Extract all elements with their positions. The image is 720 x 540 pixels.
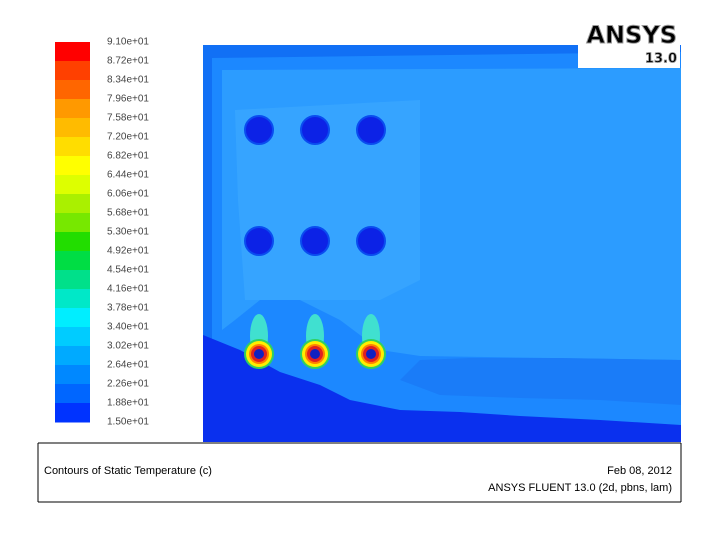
heated-cylinder (300, 314, 330, 369)
colorbar-band (55, 156, 90, 176)
logo-brand: ANSYS (586, 21, 677, 49)
colorbar-band (55, 403, 90, 423)
colorbar-band (55, 80, 90, 100)
colorbar-label: 8.34e+01 (107, 75, 149, 86)
colorbar-band (55, 327, 90, 347)
colorbar-band (55, 137, 90, 157)
cold-region (203, 335, 681, 442)
colorbar-band (55, 42, 90, 62)
colorbar-label: 9.10e+01 (107, 37, 149, 48)
colorbar-label: 3.40e+01 (107, 322, 149, 333)
colorbar-label: 3.78e+01 (107, 303, 149, 314)
colorbar-label: 1.50e+01 (107, 417, 149, 428)
colorbar-band (55, 118, 90, 138)
heated-cylinder (244, 314, 274, 369)
colorbar-label: 2.64e+01 (107, 360, 149, 371)
colorbar-band (55, 289, 90, 309)
colorbar-label: 3.02e+01 (107, 341, 149, 352)
colorbar-band (55, 99, 90, 119)
colorbar-label: 6.44e+01 (107, 170, 149, 181)
colorbar-band (55, 384, 90, 404)
colorbar-band (55, 213, 90, 233)
colorbar-label: 5.68e+01 (107, 208, 149, 219)
colorbar-label: 1.88e+01 (107, 398, 149, 409)
field-region (400, 358, 681, 405)
colorbar-label: 7.96e+01 (107, 94, 149, 105)
colorbar-label: 6.82e+01 (107, 151, 149, 162)
contour-field (203, 45, 681, 442)
logo-version: 13.0 (645, 52, 677, 67)
colorbar-label: 4.16e+01 (107, 284, 149, 295)
heated-cylinders (244, 314, 386, 369)
colorbar-label: 2.26e+01 (107, 379, 149, 390)
caption-solver: ANSYS FLUENT 13.0 (2d, pbns, lam) (488, 482, 672, 494)
colorbar-band (55, 270, 90, 290)
cylinder (244, 115, 274, 145)
colorbar-band (55, 232, 90, 252)
upper-cylinders (244, 115, 386, 256)
cylinder (300, 115, 330, 145)
colorbar-label: 6.06e+01 (107, 189, 149, 200)
cylinder (356, 226, 386, 256)
colorbar: 9.10e+01 8.72e+01 8.34e+01 7.96e+01 7.58e+01… (55, 37, 149, 428)
colorbar-band (55, 308, 90, 328)
cylinder (300, 226, 330, 256)
colorbar-label: 7.58e+01 (107, 113, 149, 124)
cylinder (356, 115, 386, 145)
caption-title: Contours of Static Temperature (c) (44, 465, 212, 477)
colorbar-band (55, 175, 90, 195)
heated-cylinder (356, 314, 386, 369)
colorbar-label: 5.30e+01 (107, 227, 149, 238)
colorbar-band (55, 61, 90, 81)
cylinder (244, 226, 274, 256)
colorbar-label: 4.54e+01 (107, 265, 149, 276)
logo-box (578, 22, 680, 68)
colorbar-band (55, 251, 90, 271)
colorbar-band (55, 194, 90, 214)
colorbar-band (55, 346, 90, 366)
colorbar-label: 7.20e+01 (107, 132, 149, 143)
colorbar-label: 8.72e+01 (107, 56, 149, 67)
caption-date: Feb 08, 2012 (607, 465, 672, 477)
colorbar-label: 4.92e+01 (107, 246, 149, 257)
colorbar-band (55, 365, 90, 385)
